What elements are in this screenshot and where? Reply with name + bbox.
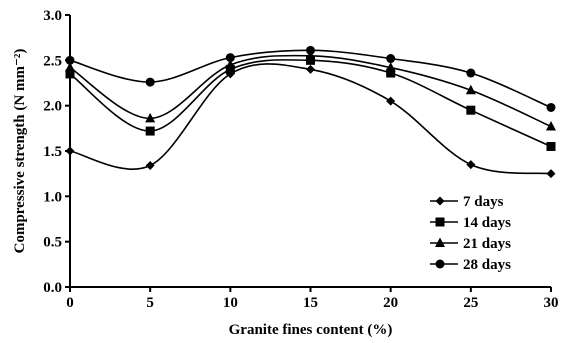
series-lines <box>65 45 556 179</box>
data-point-square <box>386 68 396 78</box>
data-point-diamond <box>145 161 155 171</box>
data-point-circle <box>145 77 155 87</box>
x-tick-label: 0 <box>66 295 74 311</box>
data-point-triangle <box>305 50 316 60</box>
data-point-square <box>546 141 556 151</box>
x-tick-label: 15 <box>303 295 318 311</box>
y-tick-label: 1.0 <box>43 189 62 205</box>
x-tick-label: 5 <box>146 295 154 311</box>
data-point-square <box>65 69 75 79</box>
x-tick-label: 10 <box>223 295 238 311</box>
data-point-circle <box>386 54 396 64</box>
data-point-triangle <box>465 84 476 95</box>
data-point-circle <box>546 102 556 112</box>
legend-marker-square <box>435 217 445 227</box>
y-tick-label: 1.5 <box>43 144 62 160</box>
y-tick-label: 0.0 <box>43 280 62 296</box>
data-point-circle <box>65 55 75 65</box>
data-point-square <box>145 126 155 136</box>
y-axis-label: Compressive strength (N mm⁻²) <box>12 49 28 254</box>
y-tick-label: 2.5 <box>43 53 62 69</box>
data-point-triangle <box>385 62 396 72</box>
legend-marker-circle <box>435 259 445 269</box>
series-line-diamond <box>69 63 552 175</box>
ticks: 0 5 10 15 20 25 30 0.0 0.5 1.0 1.5 2.0 2.5 3.0 <box>43 8 558 311</box>
y-tick-label: 0.5 <box>43 235 62 251</box>
legend-label: 7 days <box>463 194 504 210</box>
data-point-diamond <box>546 169 556 179</box>
legend-label: 14 days <box>463 215 511 231</box>
x-tick-label: 25 <box>463 295 478 311</box>
legend-marker-diamond <box>435 196 445 206</box>
data-point-diamond <box>466 160 476 170</box>
y-tick-label: 2.0 <box>43 99 62 115</box>
data-point-square <box>466 105 476 115</box>
data-point-diamond <box>306 64 315 74</box>
legend-label: 21 days <box>463 236 511 252</box>
x-tick-label: 30 <box>544 295 559 311</box>
data-point-circle <box>225 53 235 63</box>
data-point-diamond <box>386 96 396 106</box>
y-tick-label: 3.0 <box>43 8 62 24</box>
x-axis-label: Granite fines content (%) <box>229 322 393 338</box>
data-point-circle <box>306 45 315 55</box>
data-point-diamond <box>65 146 75 156</box>
data-point-square <box>225 64 235 74</box>
legend-marker-triangle <box>435 237 445 247</box>
data-point-triangle <box>225 59 236 69</box>
legend: 7 days 14 days 21 days 28 days <box>430 194 511 273</box>
data-point-triangle <box>546 121 556 131</box>
x-tick-label: 20 <box>383 295 398 311</box>
data-point-triangle <box>145 112 156 123</box>
data-point-triangle <box>65 62 75 72</box>
data-point-circle <box>466 68 476 78</box>
data-point-square <box>306 55 315 65</box>
legend-label: 28 days <box>463 257 511 273</box>
